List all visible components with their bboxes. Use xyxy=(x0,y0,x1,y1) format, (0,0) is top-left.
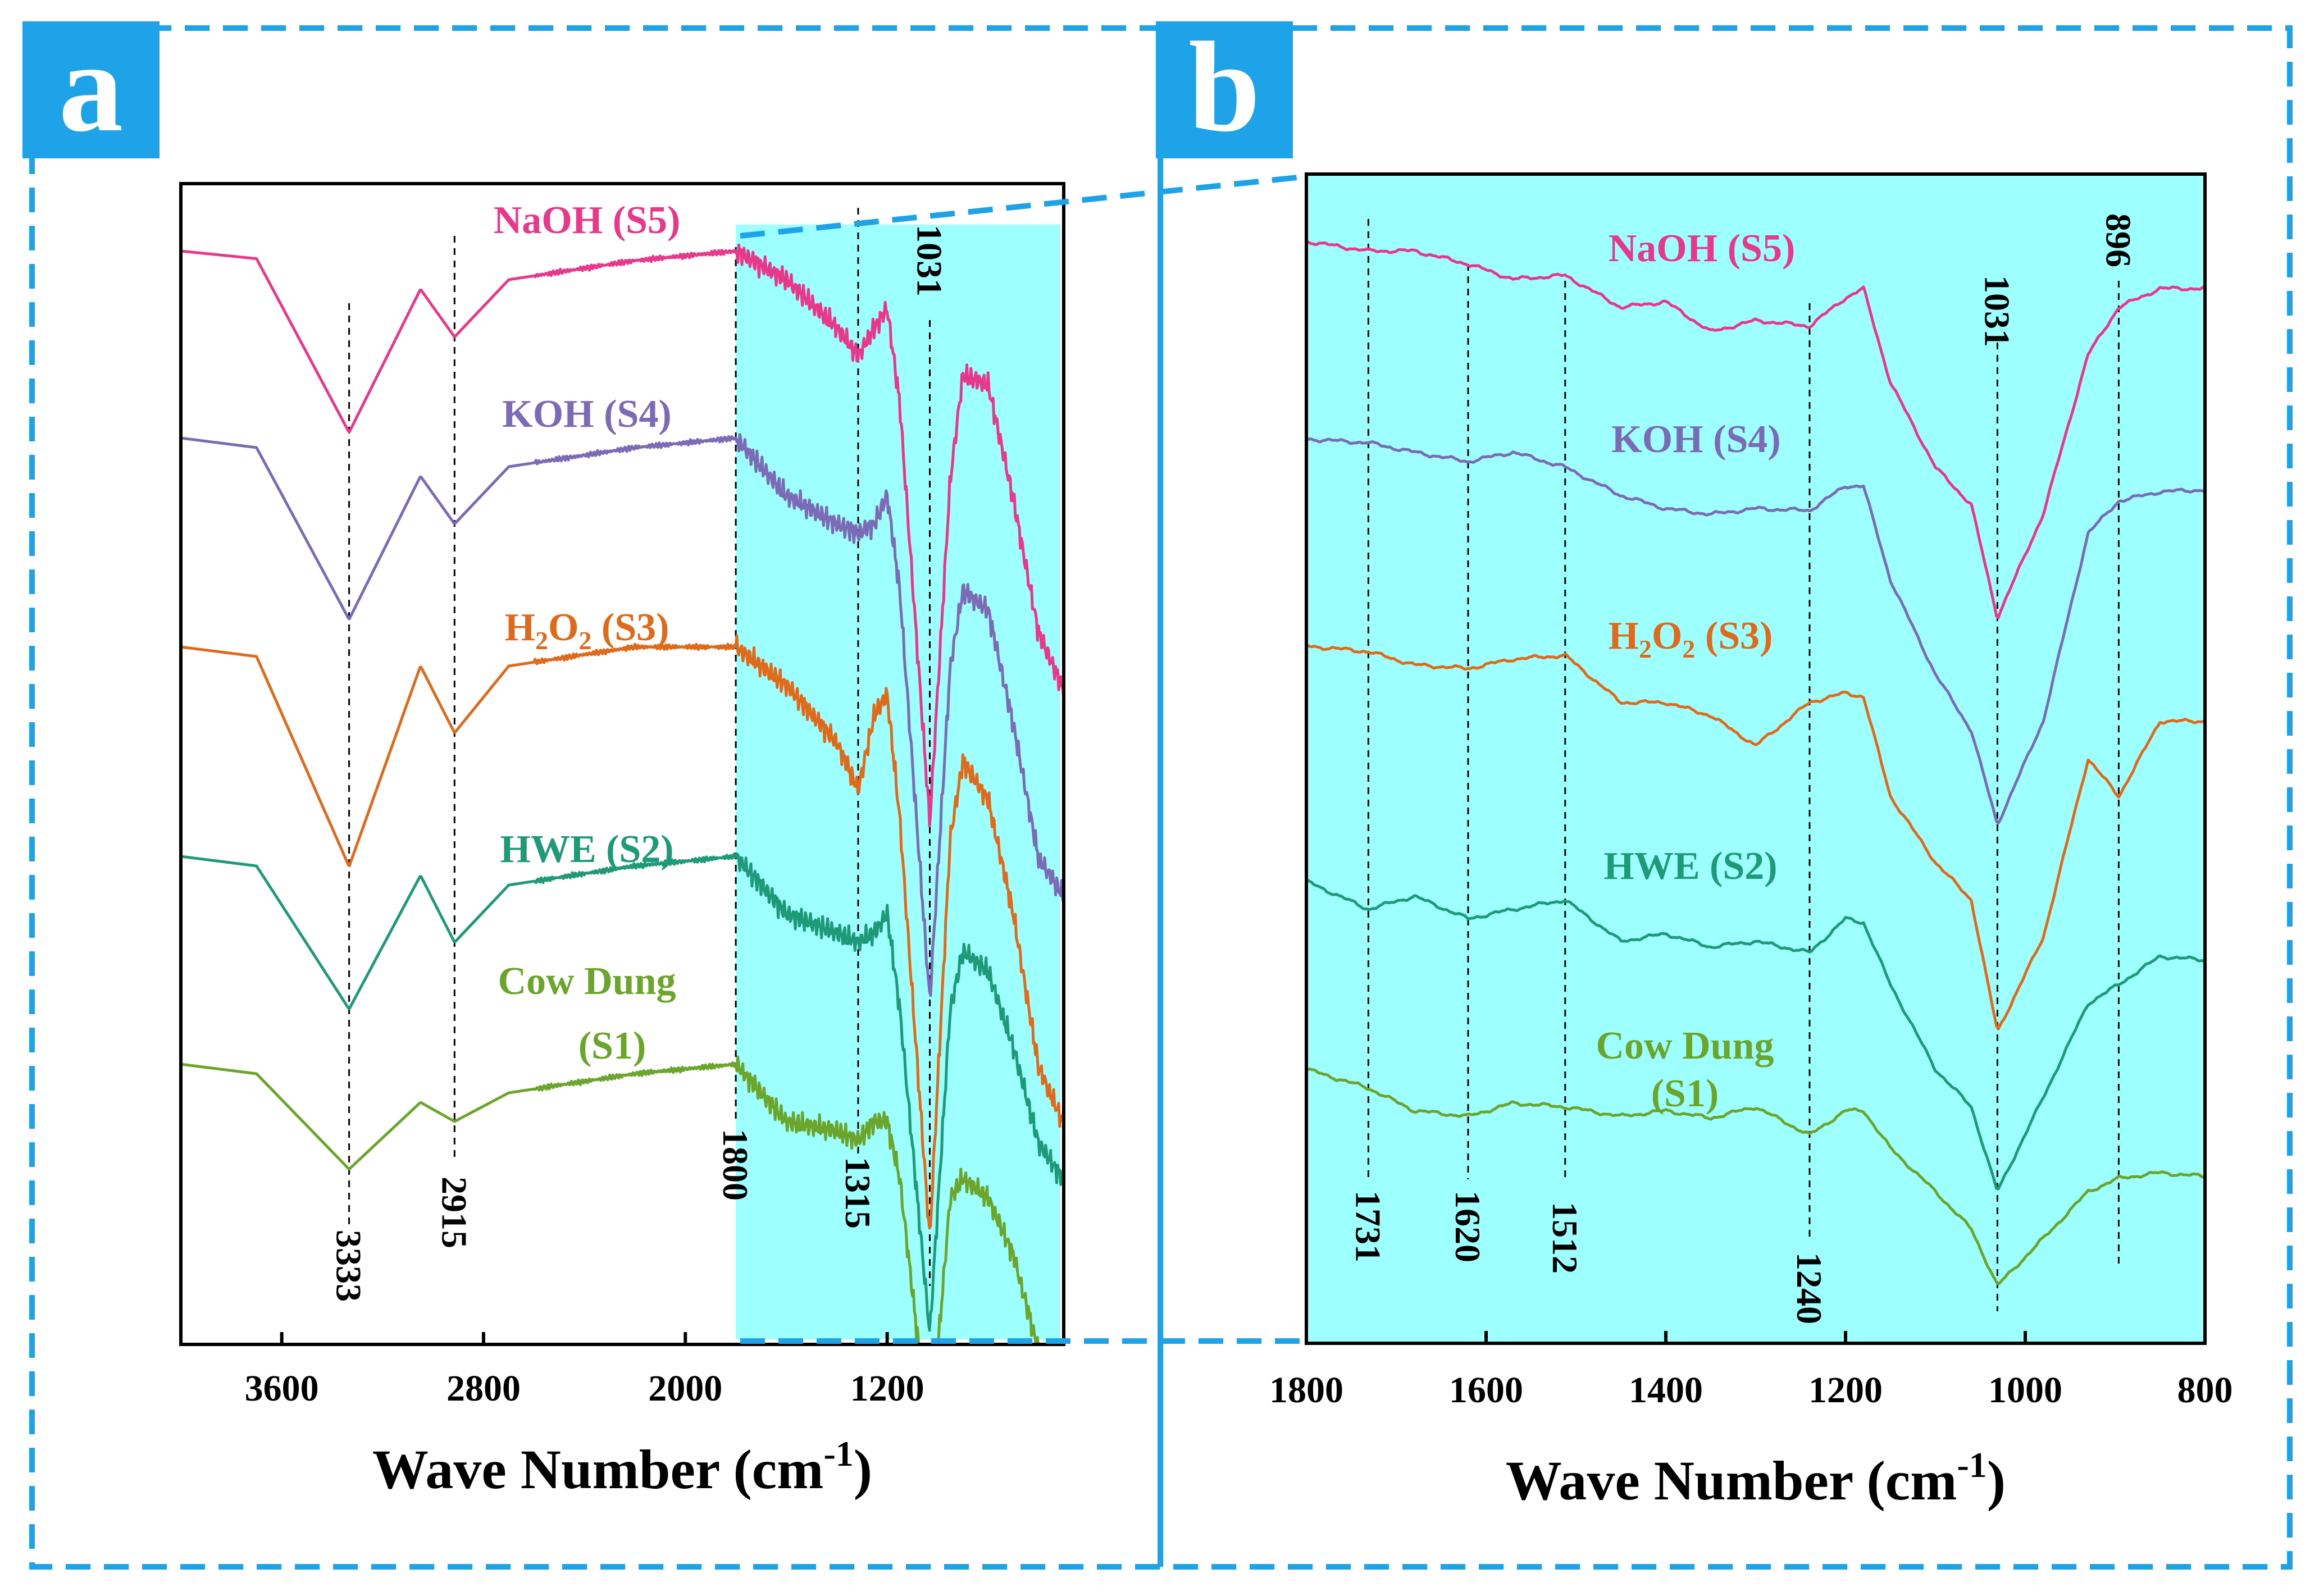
panel-b-reference-labels: 1731 1620 1512 1240 1031 896 xyxy=(1348,213,2138,1324)
series-a-naoh-s5- xyxy=(181,243,1064,828)
reference-label-a-1315: 1315 xyxy=(838,1157,878,1229)
legend-koh-s4: KOH (S4) xyxy=(502,393,671,436)
panel-b-series xyxy=(1306,240,2205,1285)
x-tick-label-b-1400: 1400 xyxy=(1629,1370,1703,1411)
x-tick-label-a-2000: 2000 xyxy=(648,1368,722,1409)
legend-s1: (S1) xyxy=(578,1024,646,1068)
panel-a-x-axis-label: Wave Number (cm-1) xyxy=(372,1434,872,1501)
panel-b-reference-lines xyxy=(1367,219,2120,1311)
panel-b-plot-background xyxy=(1306,174,2205,1343)
series-b-cow-dung-s1- xyxy=(1306,1068,2205,1285)
x-tick-label-a-1200: 1200 xyxy=(850,1368,924,1409)
panel-a-highlight-region xyxy=(736,225,1060,1339)
reference-label-b-1031: 1031 xyxy=(1977,275,2017,347)
x-tick-label-a-2800: 2800 xyxy=(446,1368,521,1409)
x-tick-label-b-1200: 1200 xyxy=(1808,1370,1883,1411)
panel-b-x-ticks: 1800 1600 1400 1200 1000 800 xyxy=(1269,1331,2233,1411)
legend-b-koh-s4: KOH (S4) xyxy=(1611,418,1780,461)
x-tick-label-b-1600: 1600 xyxy=(1449,1370,1523,1411)
legend-naoh-s5: NaOH (S5) xyxy=(494,199,681,242)
panel-a-x-ticks: 3600 2800 2000 1200 xyxy=(245,1332,924,1409)
reference-label-a-1800: 1800 xyxy=(716,1129,755,1201)
legend-cow-dung: Cow Dung xyxy=(498,960,676,1003)
panel-label-b: b xyxy=(1188,15,1260,158)
series-b-koh-s4- xyxy=(1306,437,2205,824)
panel-label-a-badge: a xyxy=(22,15,160,158)
x-tick-label-b-1000: 1000 xyxy=(1988,1370,2062,1411)
legend-b-hwe-s2: HWE (S2) xyxy=(1603,845,1777,888)
panel-b-x-axis-label: Wave Number (cm-1) xyxy=(1506,1445,2006,1512)
series-a-h2o2-s3- xyxy=(181,634,1064,1230)
panel-label-b-badge: b xyxy=(1156,15,1293,158)
series-b-naoh-s5- xyxy=(1306,240,2205,619)
panel-b-plot-frame xyxy=(1305,172,2207,1345)
panel-label-a: a xyxy=(59,15,124,158)
legend-b-naoh-s5: NaOH (S5) xyxy=(1609,227,1796,270)
reference-label-b-1240: 1240 xyxy=(1789,1252,1829,1324)
panel-a-reference-lines xyxy=(348,208,931,1286)
reference-label-b-1731: 1731 xyxy=(1348,1191,1388,1262)
panel-b-chart: 1800 1600 1400 1200 1000 800 1731 1620 1512 1240… xyxy=(1269,172,2233,1512)
legend-b-h2o2-s3: H2O2 (S3) xyxy=(1609,614,1773,663)
legend-h2o2-s3: H2O2 (S3) xyxy=(505,606,669,655)
legend-b-s1: (S1) xyxy=(1651,1072,1719,1115)
legend-hwe-s2: HWE (S2) xyxy=(500,828,673,871)
series-a-hwe-s2- xyxy=(181,852,1064,1332)
series-b-h2o2-s3- xyxy=(1306,644,2205,1030)
reference-label-a-2915: 2915 xyxy=(434,1177,474,1248)
reference-label-b-896: 896 xyxy=(2098,213,2138,267)
panel-a-chart: 3600 2800 2000 1200 3333 2915 1800 1315 1031 Na… xyxy=(179,182,1065,1501)
reference-label-a-1031: 1031 xyxy=(910,225,950,297)
reference-label-b-1620: 1620 xyxy=(1448,1191,1488,1262)
series-a-cow-dung-s1- xyxy=(181,1055,1040,1344)
panel-a-plot-frame xyxy=(179,182,1065,1346)
legend-b-cow-dung: Cow Dung xyxy=(1596,1024,1774,1068)
panel-a-series xyxy=(181,243,1064,1344)
series-b-hwe-s2- xyxy=(1306,878,2205,1191)
panel-a-reference-labels: 3333 2915 1800 1315 1031 xyxy=(329,225,950,1302)
x-tick-label-b-800: 800 xyxy=(2177,1370,2233,1411)
reference-label-a-3333: 3333 xyxy=(329,1230,369,1302)
x-tick-label-a-3600: 3600 xyxy=(245,1368,319,1409)
zoom-connector-top xyxy=(740,174,1304,239)
series-a-koh-s4- xyxy=(181,433,1064,997)
reference-label-b-1512: 1512 xyxy=(1545,1202,1585,1274)
x-tick-label-b-1800: 1800 xyxy=(1269,1370,1343,1411)
